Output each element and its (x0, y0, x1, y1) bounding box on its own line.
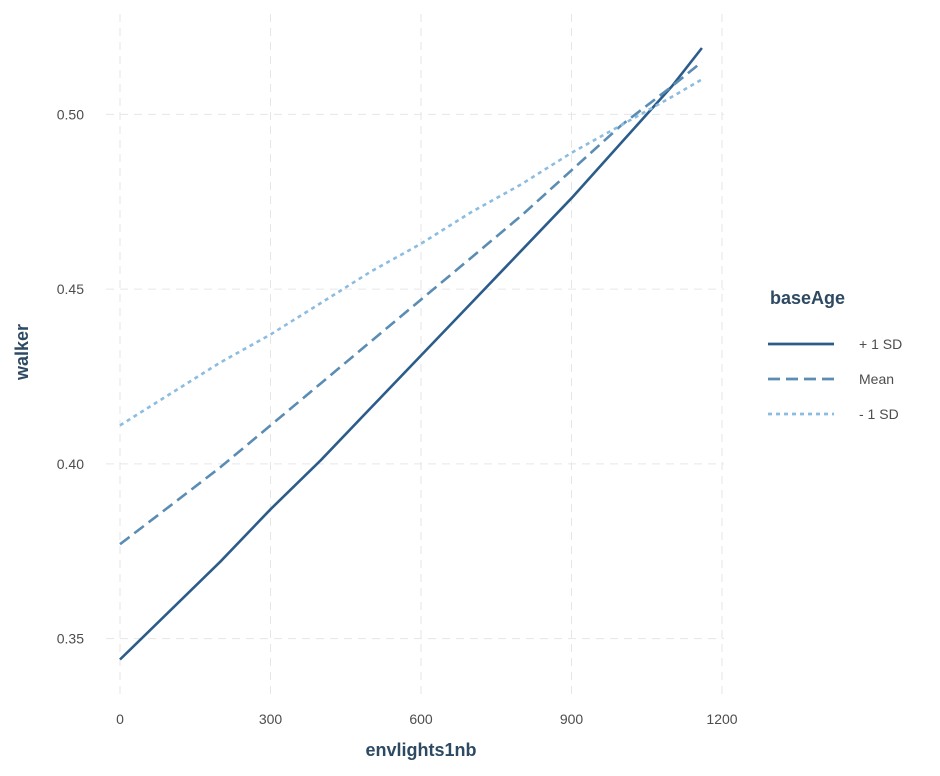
y-tick-label: 0.40 (57, 456, 84, 472)
y-tick-label: 0.35 (57, 631, 84, 647)
y-tick-label: 0.45 (57, 281, 84, 297)
legend-items: + 1 SD Mean - 1 SD (768, 336, 902, 422)
legend-title: baseAge (770, 288, 845, 308)
x-tick-label: 1200 (706, 711, 737, 727)
x-axis-ticks: 0 300 600 900 1200 (116, 711, 738, 727)
legend-label-1: + 1 SD (859, 336, 902, 352)
x-tick-label: 600 (409, 711, 433, 727)
x-tick-label: 300 (259, 711, 283, 727)
legend-label-2: Mean (859, 371, 894, 387)
x-tick-label: 900 (560, 711, 584, 727)
series-line-2 (119, 60, 703, 546)
y-axis-title: walker (12, 324, 32, 381)
legend: baseAge + 1 SD Mean - 1 SD (768, 288, 902, 422)
legend-label-3: - 1 SD (859, 406, 899, 422)
x-axis-title: envlights1nb (365, 740, 476, 760)
y-axis-ticks: 0.35 0.40 0.45 0.50 (57, 106, 84, 646)
series-line-1 (119, 47, 703, 661)
grid-layer (106, 14, 724, 700)
x-tick-label: 0 (116, 711, 124, 727)
series-layer (119, 47, 703, 661)
series-line-3 (119, 78, 703, 427)
y-tick-label: 0.50 (57, 106, 84, 122)
